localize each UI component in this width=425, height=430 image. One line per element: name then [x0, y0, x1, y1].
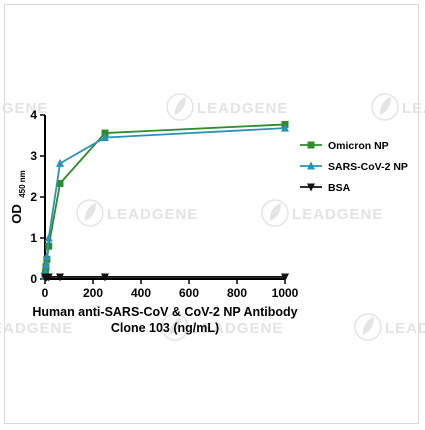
- watermark: LEADGENE: [354, 313, 425, 341]
- x-tick-label: 200: [83, 286, 103, 300]
- data-point-triangle-up: [101, 133, 109, 142]
- watermark: LEADGENE: [0, 320, 73, 337]
- watermark: LEADGENE: [0, 100, 48, 117]
- watermark-brand: LEADGENE: [292, 206, 383, 223]
- leaf-shape: [169, 317, 181, 335]
- legend-label: Omicron NP: [328, 140, 389, 152]
- leaf-shape: [84, 203, 96, 221]
- x-tick-label: 1000: [272, 286, 299, 300]
- legend-entry: SARS-CoV-2 NP: [300, 161, 408, 173]
- watermark-brand: LEADGENE: [0, 100, 48, 117]
- data-point-square: [101, 129, 109, 137]
- y-axis-title-subscript: 450 nm: [18, 170, 27, 198]
- series-line: [44, 127, 286, 276]
- data-point-triangle-down: [281, 273, 289, 282]
- axes-layer: [44, 115, 285, 280]
- series-bsa: [41, 273, 289, 282]
- y-tick-label: 3: [30, 149, 37, 163]
- watermark: LEADGENE: [166, 93, 288, 121]
- series-omicron-np: [41, 120, 289, 280]
- watermark-brand: LEADGENE: [0, 320, 73, 337]
- data-point-triangle-down: [44, 273, 53, 282]
- x-tick-label: 800: [227, 286, 247, 300]
- legend-entry: Omicron NP: [300, 140, 389, 152]
- data-point-triangle-down: [56, 273, 64, 282]
- data-point-triangle-up: [56, 158, 64, 167]
- x-tick-label: 0: [42, 286, 49, 300]
- y-tick-label: 4: [30, 108, 37, 122]
- watermark: LEADGENE: [161, 313, 283, 341]
- watermark-layer: LEADGENE LEADGENE LEADGENE LEADGENE LEADGENE…: [0, 93, 425, 341]
- watermark-brand: LEADGENE: [107, 206, 198, 223]
- leaf-logo-icon: [261, 199, 289, 227]
- watermark: LEADGENE: [371, 93, 425, 121]
- x-tick-label: 400: [131, 286, 151, 300]
- legend: Omicron NP SARS-CoV-2 NP BSA: [300, 140, 408, 194]
- leaf-logo-icon: [371, 93, 399, 121]
- watermark-brand: LEADGENE: [192, 320, 283, 337]
- watermark-brand: LEADGENE: [197, 100, 288, 117]
- y-axis-title-group: OD 450 nm: [9, 170, 27, 224]
- y-tick-label: 2: [30, 190, 37, 204]
- x-tick-label: 600: [179, 286, 199, 300]
- data-point-triangle-up: [307, 161, 315, 170]
- leaf-shape: [269, 203, 281, 221]
- data-point-triangle-up: [44, 233, 53, 242]
- series-sars-cov-2-np: [41, 123, 289, 280]
- legend-label: BSA: [328, 182, 351, 194]
- x-axis-title: Human anti-SARS-CoV & CoV-2 NP Antibody: [32, 305, 297, 319]
- series-line: [44, 123, 286, 276]
- tick-layer: 0 1 2 3 4 0 200 400 600 800 1000: [30, 108, 298, 300]
- chart-frame: [4, 4, 419, 424]
- data-point-triangle-down: [307, 183, 315, 192]
- svg-text:OD 450 nm: OD 450 nm: [9, 170, 27, 224]
- leaf-shape: [362, 317, 374, 335]
- x-axis-title-line2: Clone 103 (ng/mL): [111, 321, 219, 335]
- leaf-logo-icon: [166, 93, 194, 121]
- leaf-logo-icon: [161, 313, 189, 341]
- watermark: LEADGENE: [76, 199, 198, 227]
- data-point-triangle-up: [281, 123, 289, 132]
- watermark-brand: LEADGENE: [385, 320, 425, 337]
- series-layer: [41, 120, 289, 282]
- watermark: LEADGENE: [261, 199, 383, 227]
- leaf-shape: [379, 97, 391, 115]
- data-point-triangle-down: [101, 273, 109, 282]
- y-tick-label: 0: [30, 272, 37, 286]
- data-point-triangle-up: [42, 251, 51, 260]
- legend-label: SARS-CoV-2 NP: [328, 161, 408, 173]
- y-tick-label: 1: [30, 231, 37, 245]
- watermark-brand: LEADGENE: [402, 100, 425, 117]
- leaf-logo-icon: [76, 199, 104, 227]
- legend-entry: BSA: [300, 182, 351, 194]
- y-axis-title: OD: [9, 204, 24, 224]
- leaf-logo-icon: [354, 313, 382, 341]
- data-point-square: [307, 141, 315, 149]
- data-point-triangle-up: [41, 260, 50, 269]
- data-point-square: [56, 179, 64, 187]
- leaf-shape: [174, 97, 186, 115]
